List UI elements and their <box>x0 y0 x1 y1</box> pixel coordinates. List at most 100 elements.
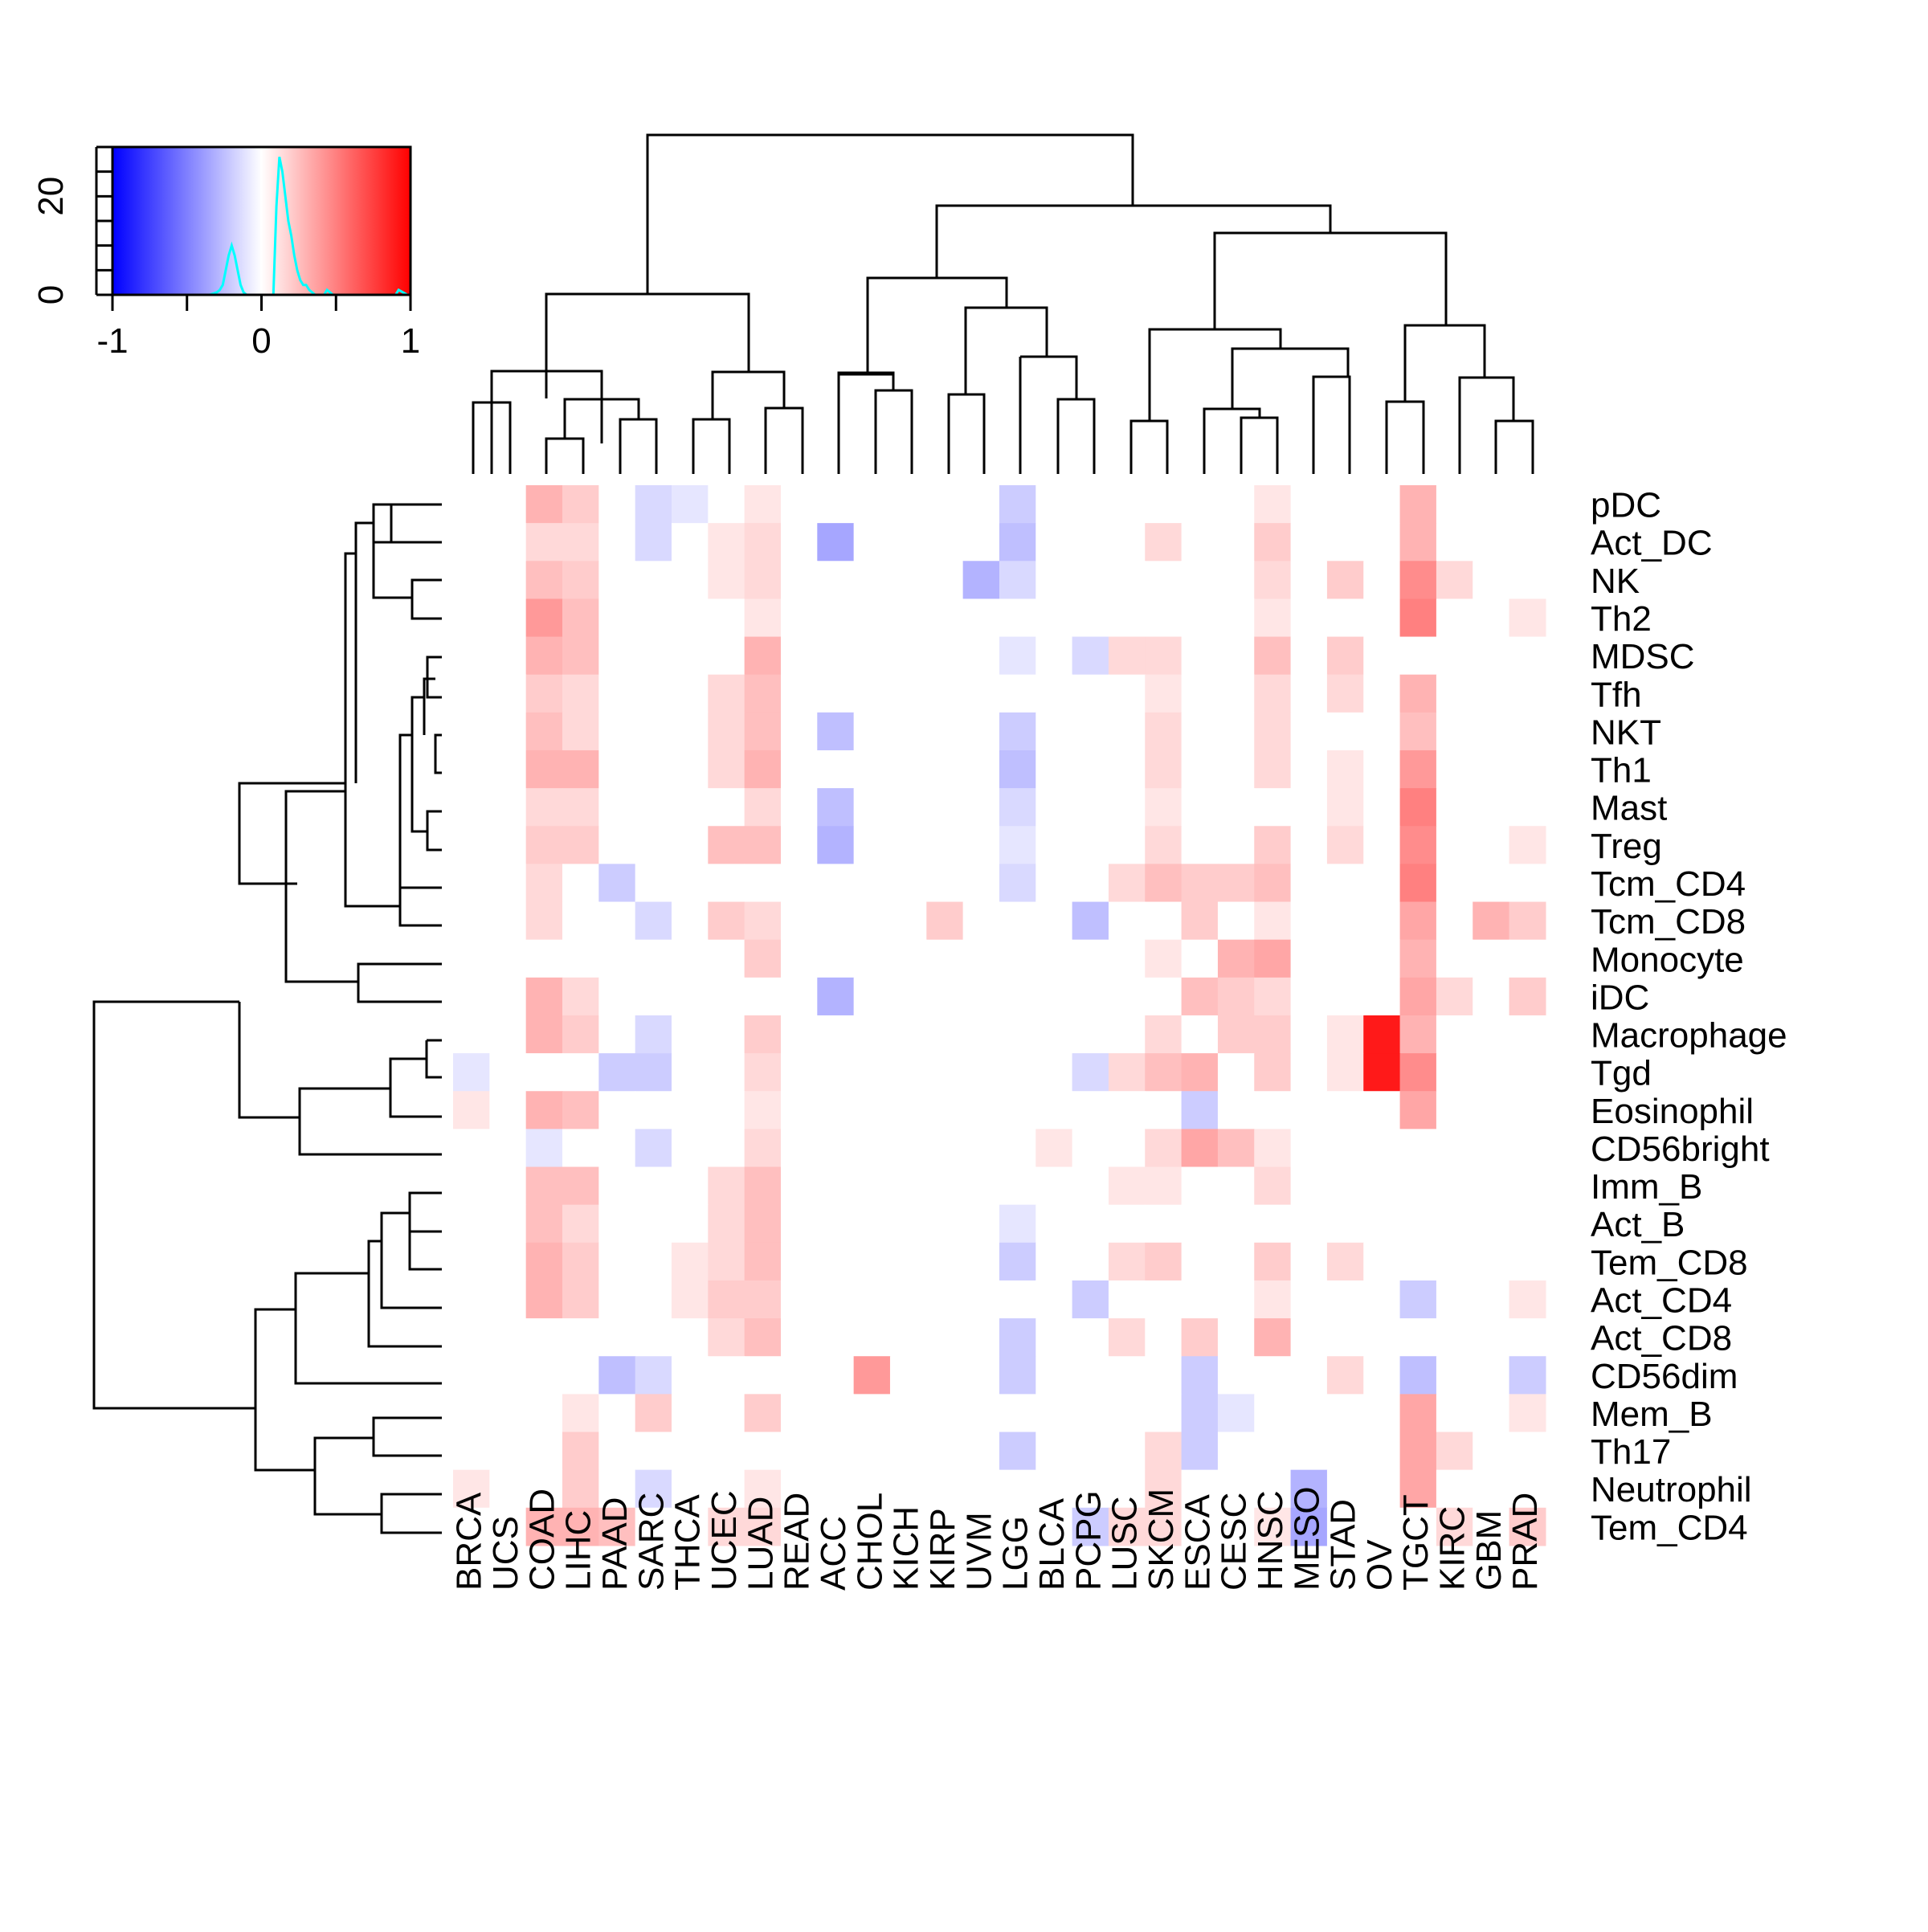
cell-cd56dim-uvm <box>962 1356 1000 1395</box>
cell-act-b-ucs <box>489 1204 527 1244</box>
cell-tcm-cd4-stad <box>1326 864 1364 903</box>
row-dend-root <box>92 1000 255 1410</box>
cell-tcm-cd8-lgg <box>999 901 1036 941</box>
cell-tfh-hnsc <box>1254 674 1292 713</box>
cell-pdc-ucs <box>489 485 527 524</box>
cell-act-b-hnsc <box>1254 1204 1292 1244</box>
cell-cd56bright-kirp <box>926 1129 964 1168</box>
row-label-mdsc: MDSC <box>1591 637 1695 676</box>
cell-pdc-ucec <box>708 485 745 524</box>
cell-act-cd8-brca <box>453 1318 490 1357</box>
cell-tgd-ucs <box>489 1053 527 1092</box>
col-label-read: READ <box>778 1493 817 1591</box>
cell-imm-b-blca <box>1035 1166 1073 1206</box>
cell-mast-kirp <box>926 788 964 827</box>
row-dend-immb-actb <box>408 1191 442 1233</box>
cell-nk-uvm <box>962 561 1000 600</box>
cell-cd56dim-blca <box>1035 1356 1073 1395</box>
cell-nk-prad <box>1509 561 1546 600</box>
cell-nkt-meso <box>1290 712 1328 751</box>
cell-tem-cd4-kirc <box>1436 1507 1473 1546</box>
cell-th2-ucs <box>489 598 527 638</box>
cell-th2-lgg <box>999 598 1036 638</box>
cell-nk-skcm <box>1145 561 1183 600</box>
cell-tgd-meso <box>1290 1053 1328 1092</box>
cell-nkt-luad <box>744 712 782 751</box>
cell-tem-cd8-pcpg <box>1072 1242 1109 1281</box>
cell-tem-cd8-kirp <box>926 1242 964 1281</box>
cell-act-cd8-read <box>780 1318 818 1357</box>
cell-mem-b-stad <box>1326 1394 1364 1433</box>
cell-treg-luad <box>744 826 782 864</box>
cell-cd56dim-lihc <box>562 1356 599 1395</box>
cell-act-cd4-luad <box>744 1280 782 1319</box>
cell-imm-b-kirc <box>1436 1166 1473 1206</box>
cell-mast-lgg <box>999 788 1036 827</box>
row-label-tgd: Tgd <box>1591 1054 1652 1093</box>
cell-imm-b-sarc <box>635 1166 672 1206</box>
cell-act-b-kich <box>889 1204 927 1244</box>
cell-macrophage-kirc <box>1436 1015 1473 1054</box>
cell-nkt-pcpg <box>1072 712 1109 751</box>
cell-neutrophil-coad <box>525 1469 563 1509</box>
col-label-cesc: CESC <box>1215 1493 1254 1591</box>
cell-mem-b-chol <box>853 1394 891 1433</box>
cell-imm-b-paad <box>598 1166 636 1206</box>
cell-imm-b-lihc <box>562 1166 599 1206</box>
row-label-tem-cd8: Tem_CD8 <box>1591 1243 1748 1282</box>
cell-tfh-meso <box>1290 674 1328 713</box>
cell-act-cd4-coad <box>525 1280 563 1319</box>
cell-act-cd4-tgct <box>1399 1280 1437 1319</box>
cell-macrophage-chol <box>853 1015 891 1054</box>
cell-pdc-sarc <box>635 485 672 524</box>
cell-cd56bright-read <box>780 1129 818 1168</box>
cell-mem-b-coad <box>525 1394 563 1433</box>
cell-tgd-coad <box>525 1053 563 1092</box>
cell-tfh-paad <box>598 674 636 713</box>
cell-imm-b-thca <box>671 1166 709 1206</box>
cell-treg-kirp <box>926 826 964 864</box>
cell-tfh-blca <box>1035 674 1073 713</box>
cell-monocyte-uvm <box>962 939 1000 978</box>
cell-treg-read <box>780 826 818 864</box>
cell-tfh-stad <box>1326 674 1364 713</box>
cell-th1-hnsc <box>1254 750 1292 789</box>
row-dend-nkt-th1 <box>434 733 442 774</box>
cell-tcm-cd4-tgct <box>1399 864 1437 903</box>
cell-tfh-coad <box>525 674 563 713</box>
cell-tfh-read <box>780 674 818 713</box>
cell-th1-ucs <box>489 750 527 789</box>
cell-act-dc-pcpg <box>1072 523 1109 562</box>
cell-treg-esca <box>1181 826 1219 864</box>
cell-act-dc-paad <box>598 523 636 562</box>
cell-act-cd8-lusc <box>1108 1318 1146 1357</box>
cell-imm-b-prad <box>1509 1166 1546 1206</box>
cell-act-cd8-ucs <box>489 1318 527 1357</box>
cell-cd56dim-kirc <box>1436 1356 1473 1395</box>
cell-th2-kirp <box>926 598 964 638</box>
cell-act-cd8-kirp <box>926 1318 964 1357</box>
cell-cd56bright-gbm <box>1473 1129 1510 1168</box>
cell-cd56bright-kirc <box>1436 1129 1473 1168</box>
cell-tgd-pcpg <box>1072 1053 1109 1092</box>
cell-monocyte-stad <box>1326 939 1364 978</box>
row-label-pdc: pDC <box>1591 486 1661 525</box>
cell-act-cd8-blca <box>1035 1318 1073 1357</box>
cell-mdsc-kich <box>889 636 927 676</box>
cell-cd56dim-tgct <box>1399 1356 1437 1395</box>
cell-th17-tgct <box>1399 1432 1437 1471</box>
cell-tfh-thca <box>671 674 709 713</box>
cell-idc-skcm <box>1145 977 1183 1016</box>
cell-macrophage-coad <box>525 1015 563 1054</box>
cell-macrophage-stad <box>1326 1015 1364 1054</box>
cell-act-cd8-esca <box>1181 1318 1219 1357</box>
cell-tem-cd4-coad <box>525 1507 563 1546</box>
cell-idc-sarc <box>635 977 672 1016</box>
cell-macrophage-esca <box>1181 1015 1219 1054</box>
cell-mdsc-ov <box>1363 636 1401 676</box>
column-dendrogram <box>472 133 1534 474</box>
cell-neutrophil-blca <box>1035 1469 1073 1509</box>
cell-treg-uvm <box>962 826 1000 864</box>
cell-tem-cd8-sarc <box>635 1242 672 1281</box>
